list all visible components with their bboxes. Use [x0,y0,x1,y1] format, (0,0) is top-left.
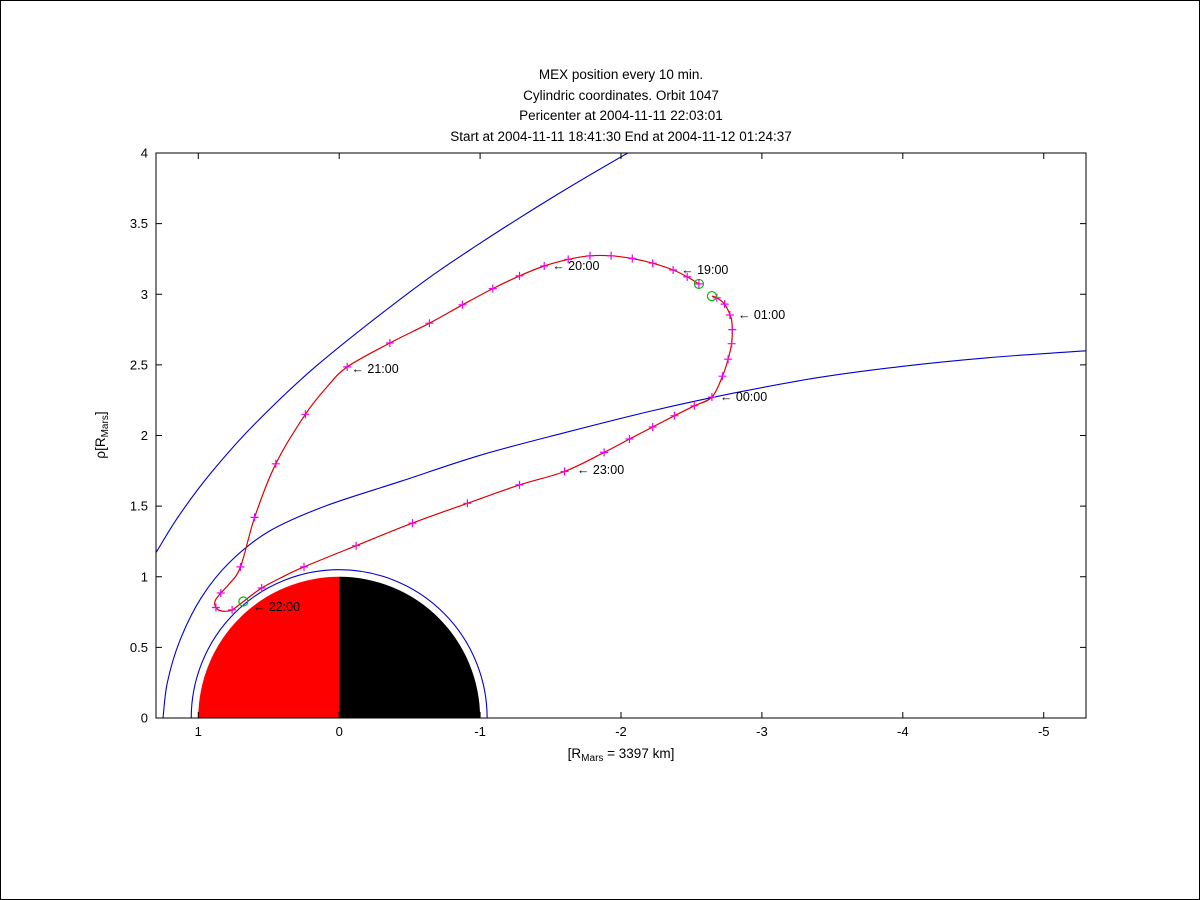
planet-outline-circle [190,569,488,718]
time-label-2300: ← 23:00 [577,463,624,477]
axis-layer: ← 19:00 ← 20:00 ← 21:00 ← 22:00 ← 23:00 ← 00:… [130,146,1087,739]
time-label-2100: ← 21:00 [351,362,398,376]
y-tick-label: 2.5 [130,357,148,372]
orbit-event-pericenter [238,596,249,607]
x-tick-label: -4 [897,724,909,739]
time-label-0000: ← 00:00 [720,390,767,404]
magnetic-pileup-boundary-curve [162,350,1086,718]
plot-content [156,153,1086,718]
x-tick-label: 0 [336,724,343,739]
x-tick-label: 1 [195,724,202,739]
time-label-2200: ← 22:00 [253,600,300,614]
bow-shock-curve [156,153,629,554]
y-tick-label: 3 [141,287,148,302]
orbit-event-start [693,278,705,290]
x-tick-label: -1 [474,724,486,739]
mars-nightside [339,576,481,718]
orbit-event-end [706,290,717,302]
time-label-2000: ← 20:00 [552,259,599,273]
x-tick-label: -5 [1038,724,1050,739]
y-axis-label: ρ[RMars] [93,411,111,458]
plot-title-line-2: Cylindric coordinates. Orbit 1047 [523,88,719,103]
plot-title-line-4: Start at 2004-11-11 18:41:30 End at 2004… [450,129,792,144]
y-tick-label: 3.5 [130,216,148,231]
time-label-1900: ← 19:00 [681,263,728,277]
y-tick-label: 0.5 [130,640,148,655]
x-axis-label: [RMars = 3397 km] [568,746,675,764]
time-label-0100: ← 01:00 [738,308,785,322]
y-tick-label: 4 [141,146,148,161]
y-tick-label: 2 [141,428,148,443]
y-tick-label: 0 [141,711,148,726]
x-tick-label: -2 [615,724,627,739]
ten-min-plus-markers [211,251,737,614]
y-tick-label: 1 [141,569,148,584]
plot-title-line-1: MEX position every 10 min. [539,67,703,82]
x-tick-label: -3 [756,724,768,739]
y-tick-label: 1.5 [130,499,148,514]
plot-title-line-3: Pericenter at 2004-11-11 22:03:01 [519,108,723,123]
mex-trajectory-curve [214,254,733,612]
mars-dayside [198,576,340,718]
